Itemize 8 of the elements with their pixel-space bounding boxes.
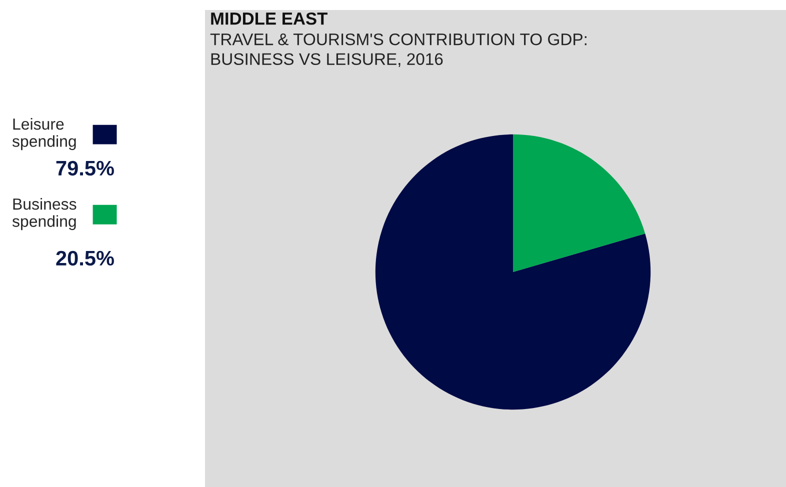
- pie-slice: [513, 134, 646, 272]
- data-label: 79.5%: [56, 160, 114, 176]
- chart-subtitle: TRAVEL & TOURISM'S CONTRIBUTION TO GDP: BUSINESS VS LEISURE, 2016: [210, 33, 586, 67]
- legend-label: Leisure spending: [12, 118, 76, 150]
- data-label: 20.5%: [56, 250, 114, 266]
- pie-slice: [375, 134, 651, 410]
- legend-label: Business spending: [12, 198, 76, 230]
- chart-title: MIDDLE EAST: [211, 12, 328, 25]
